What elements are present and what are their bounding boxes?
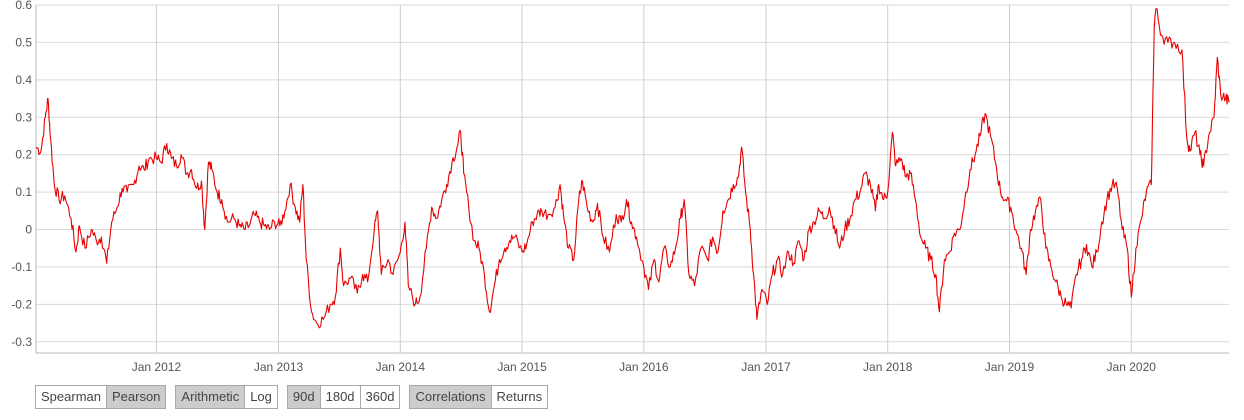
x-tick-label: Jan 2013	[254, 360, 304, 374]
log-button[interactable]: Log	[245, 386, 277, 408]
y-tick-label: 0.1	[15, 185, 32, 199]
correlation-chart: 0.6 0.5 0.4 0.3 0.2 0.1 0 -0.1 -0.2 -0.3 Jan 2012 J…	[11, 0, 1230, 374]
x-tick-label: Jan 2018	[863, 360, 913, 374]
y-tick-label: 0	[25, 223, 32, 237]
series	[35, 8, 1230, 329]
y-tick-label: 0.5	[15, 35, 32, 49]
view-toggle: Correlations Returns	[409, 385, 549, 409]
returns-button[interactable]: Returns	[491, 386, 548, 408]
spearman-button[interactable]: Spearman	[36, 386, 107, 408]
y-tick-label: -0.1	[11, 260, 32, 274]
correlation-series-line	[35, 8, 1230, 329]
scale-toggle: Arithmetic Log	[175, 385, 278, 409]
x-tick-label: Jan 2016	[619, 360, 669, 374]
y-tick-label: -0.2	[11, 297, 32, 311]
window-360d-button[interactable]: 360d	[360, 386, 400, 408]
window-180d-button[interactable]: 180d	[320, 386, 361, 408]
y-tick-label: 0.2	[15, 148, 32, 162]
pearson-button[interactable]: Pearson	[106, 386, 166, 408]
y-tick-label: 0.3	[15, 110, 32, 124]
x-tick-label: Jan 2012	[132, 360, 182, 374]
arithmetic-button[interactable]: Arithmetic	[176, 386, 246, 408]
y-tick-label: 0.6	[15, 0, 32, 12]
method-toggle: Spearman Pearson	[35, 385, 167, 409]
x-tick-label: Jan 2020	[1107, 360, 1157, 374]
chart-controls: Spearman Pearson Arithmetic Log 90d 180d…	[35, 385, 549, 409]
correlations-button[interactable]: Correlations	[410, 386, 492, 408]
x-tick-label: Jan 2017	[741, 360, 791, 374]
window-90d-button[interactable]: 90d	[287, 386, 321, 408]
y-tick-label: 0.4	[15, 73, 32, 87]
x-tick-label: Jan 2015	[497, 360, 547, 374]
x-tick-label: Jan 2019	[985, 360, 1035, 374]
y-tick-label: -0.3	[11, 335, 32, 349]
grid	[35, 4, 1229, 354]
x-tick-label: Jan 2014	[376, 360, 426, 374]
window-toggle: 90d 180d 360d	[286, 385, 401, 409]
tick-labels: 0.6 0.5 0.4 0.3 0.2 0.1 0 -0.1 -0.2 -0.3 Jan 2012 J…	[11, 0, 1156, 374]
